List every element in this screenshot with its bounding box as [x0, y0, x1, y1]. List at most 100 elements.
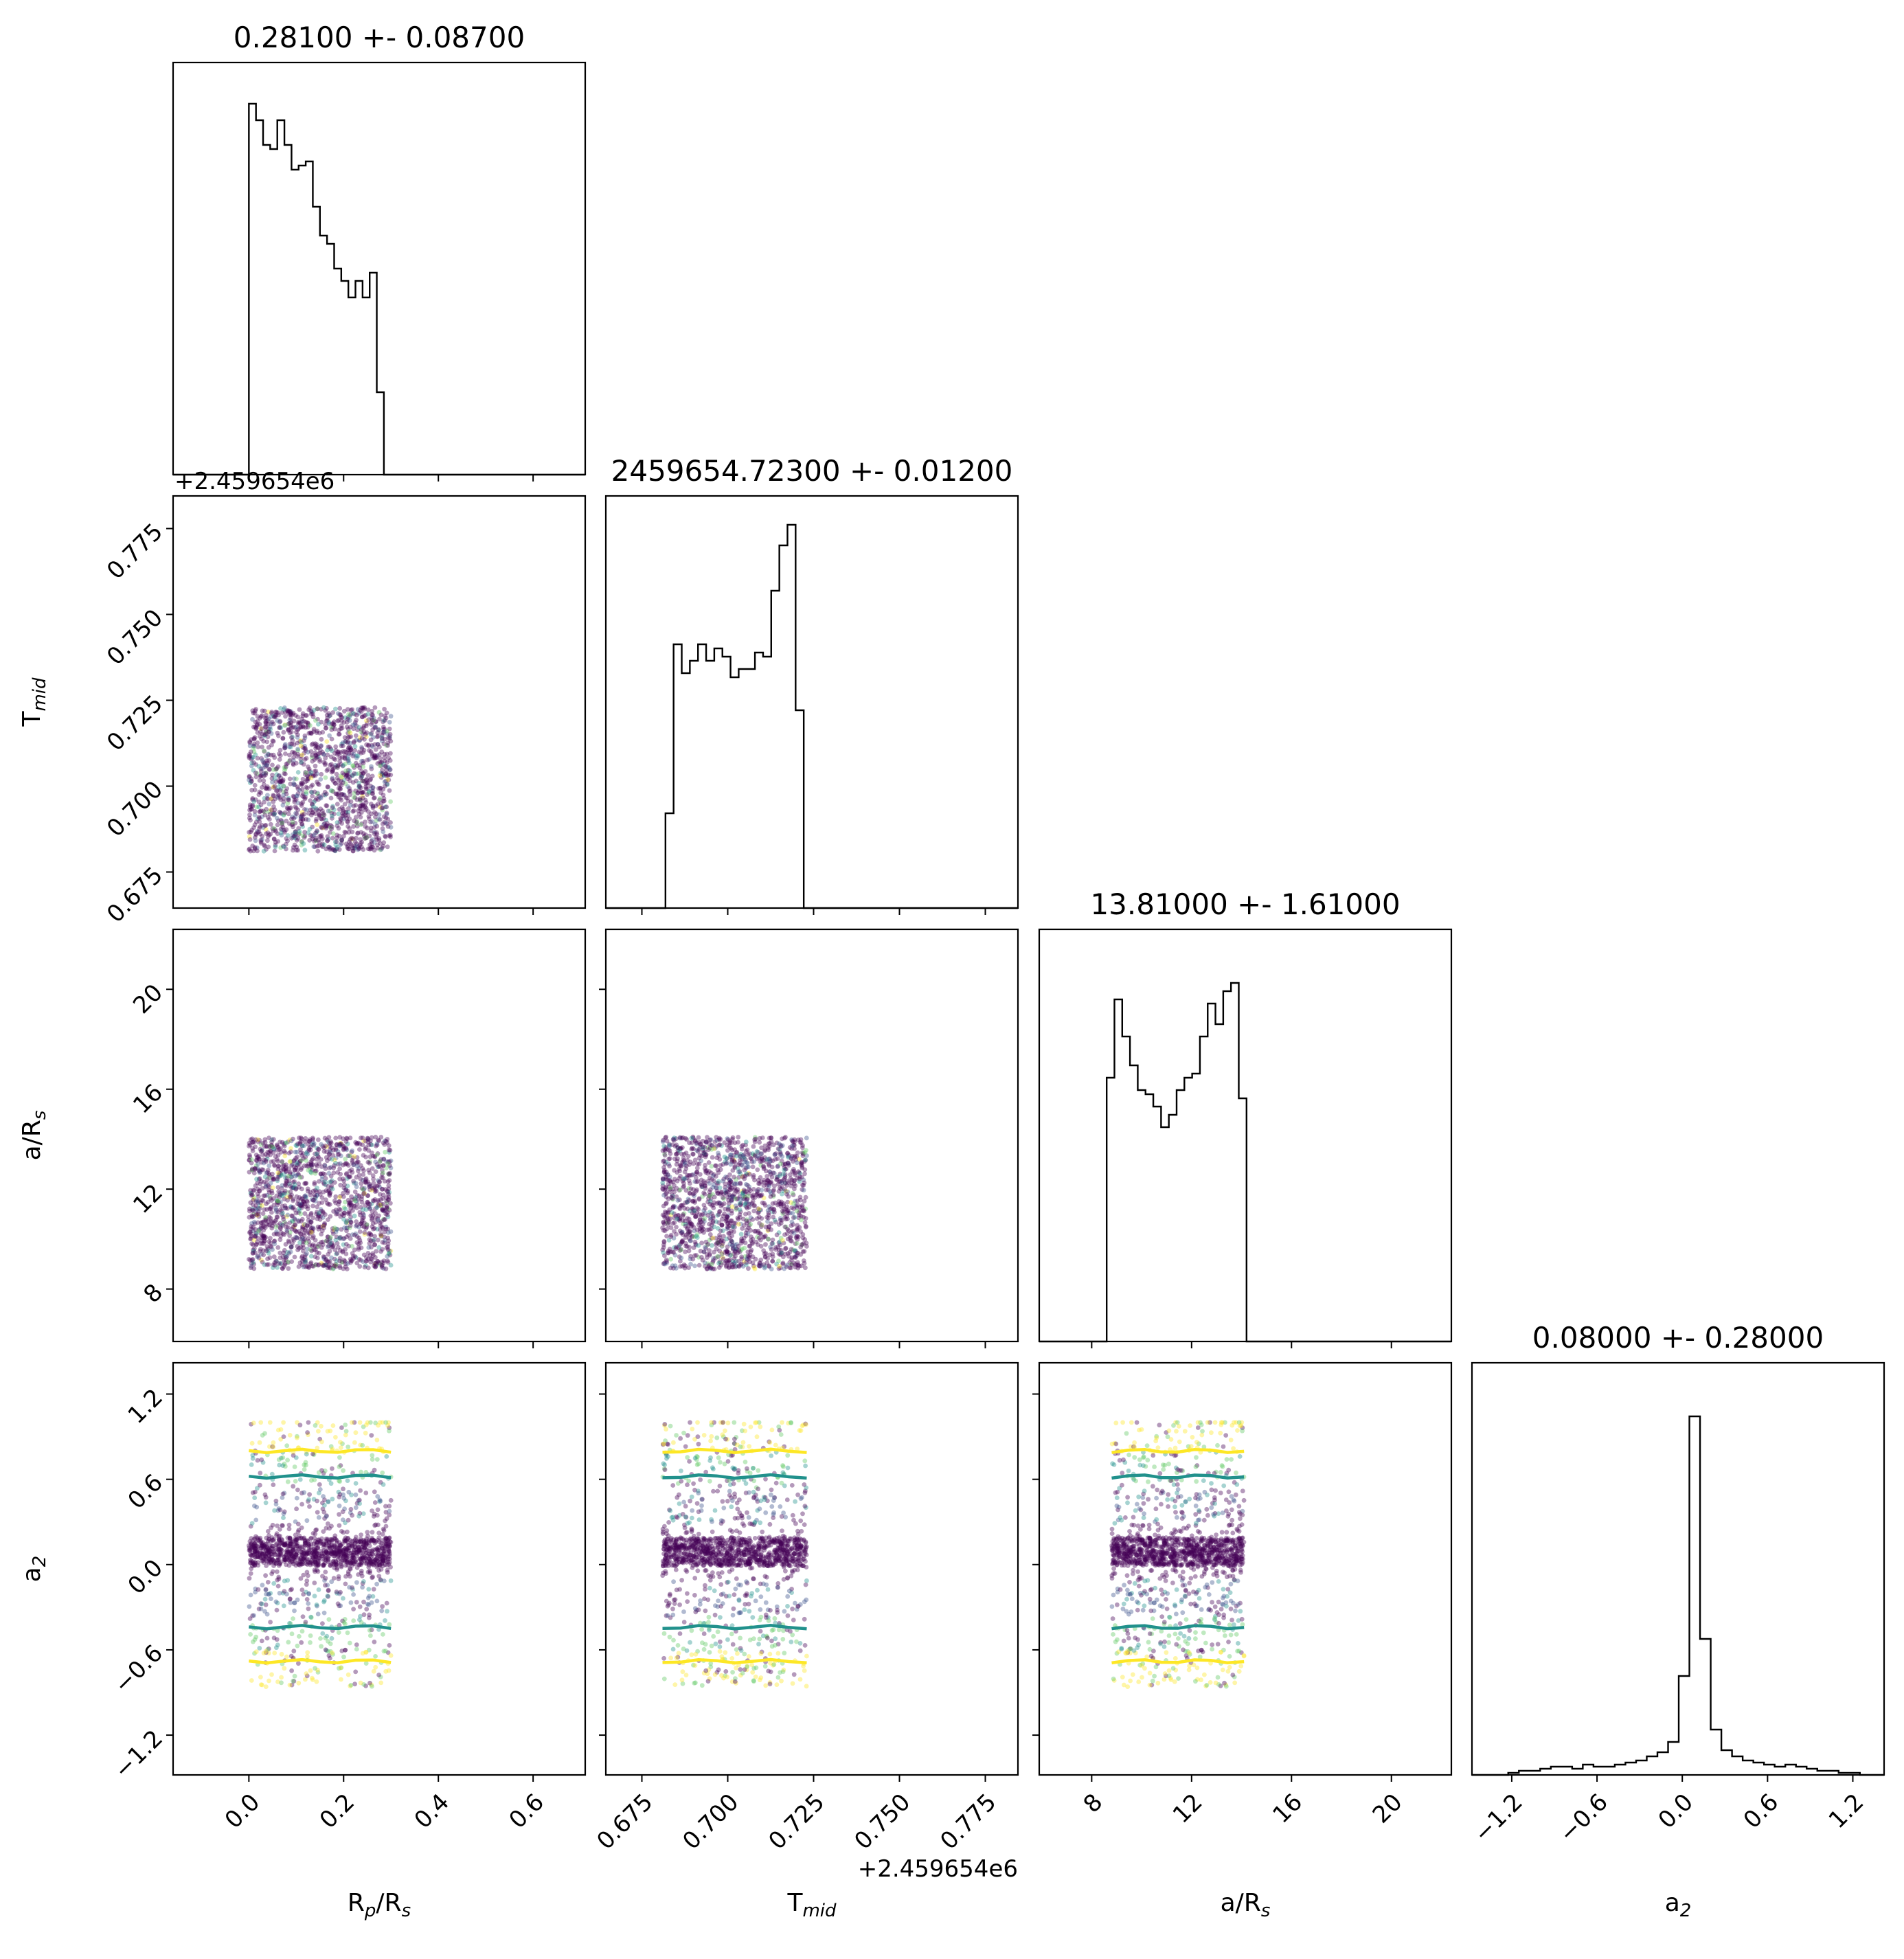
sample-point — [374, 1249, 378, 1254]
sample-point — [771, 1193, 776, 1198]
sample-point — [319, 1245, 324, 1250]
sample-point — [751, 1187, 756, 1192]
sample-point — [275, 1177, 280, 1181]
sample-point — [719, 1223, 724, 1227]
sample-point — [754, 1240, 759, 1245]
sample-point — [278, 788, 283, 793]
sample-point — [779, 1251, 784, 1256]
sample-point — [293, 804, 298, 809]
sample-point — [744, 1219, 749, 1223]
sample-point — [793, 1262, 798, 1267]
sample-point — [378, 773, 383, 778]
sample-point — [664, 1192, 668, 1197]
sample-point — [744, 1182, 749, 1187]
sample-point — [299, 802, 304, 806]
sample-point — [262, 849, 267, 854]
sample-point — [731, 1135, 736, 1140]
sample-point — [364, 1607, 369, 1611]
sample-point — [376, 730, 381, 735]
sample-point — [372, 1243, 377, 1247]
sample-point — [260, 1203, 264, 1208]
sample-point — [264, 1262, 269, 1267]
sample-point — [266, 830, 271, 835]
sample-point — [781, 1260, 786, 1265]
sample-point — [769, 1227, 773, 1232]
sample-point — [267, 817, 272, 822]
sample-point — [313, 1594, 317, 1598]
sample-point — [765, 1256, 770, 1261]
sample-point — [341, 1177, 345, 1181]
sample-point — [666, 1173, 670, 1177]
sample-point — [357, 1264, 362, 1269]
sample-point — [369, 731, 374, 736]
scatter-panel-rp-a2 — [166, 1363, 585, 1782]
sample-point — [293, 1156, 298, 1161]
sample-point — [730, 1194, 735, 1199]
sample-point — [802, 1208, 806, 1212]
sample-point — [381, 822, 385, 826]
sample-point — [802, 1171, 807, 1176]
sample-point — [760, 1156, 764, 1161]
sample-point — [262, 782, 267, 787]
sample-point — [271, 1151, 276, 1155]
sample-point — [342, 709, 347, 714]
sample-point — [310, 837, 315, 841]
sample-point — [703, 1206, 707, 1211]
sample-point — [341, 1486, 345, 1491]
sample-point — [714, 1155, 719, 1160]
sample-point — [310, 794, 315, 799]
sample-point — [384, 1267, 389, 1271]
sample-point — [329, 755, 334, 760]
sample-point — [672, 1229, 677, 1234]
sample-point — [339, 1142, 344, 1146]
sample-point — [369, 826, 374, 830]
sample-point — [290, 1214, 295, 1219]
sample-point — [352, 1233, 357, 1238]
sample-point — [255, 1254, 260, 1259]
sample-point — [274, 766, 279, 771]
sample-point — [381, 840, 386, 845]
sample-point — [263, 1175, 268, 1179]
sample-point — [747, 1187, 751, 1192]
sample-point — [357, 749, 362, 754]
sample-point — [348, 1211, 352, 1216]
sample-point — [386, 1184, 391, 1188]
sample-point — [721, 1195, 725, 1200]
sample-point — [249, 749, 253, 754]
sample-point — [352, 1154, 357, 1159]
sample-point — [771, 1238, 775, 1243]
sample-point — [795, 1175, 800, 1180]
sample-point — [267, 1188, 271, 1192]
sample-point — [354, 820, 359, 825]
sample-point — [371, 1198, 376, 1203]
sample-point — [316, 1146, 321, 1151]
sample-point — [259, 1221, 264, 1225]
sample-point — [387, 1251, 392, 1256]
sample-point — [302, 830, 307, 835]
sample-point — [730, 1204, 735, 1209]
sample-point — [767, 1213, 771, 1218]
sample-point — [295, 1644, 300, 1649]
sample-point — [308, 798, 313, 803]
sample-point — [360, 778, 365, 783]
sample-point — [321, 1264, 326, 1269]
sample-point — [363, 784, 368, 789]
sample-point — [692, 1245, 696, 1250]
sample-point — [663, 1135, 668, 1140]
sample-point — [729, 1240, 734, 1245]
sample-point — [330, 789, 335, 793]
sample-point — [705, 1171, 710, 1176]
sample-point — [354, 756, 359, 760]
sample-point — [707, 1160, 712, 1165]
sample-point — [795, 1251, 800, 1256]
sample-point — [695, 1179, 700, 1184]
sample-point — [291, 845, 296, 850]
sample-point — [348, 789, 353, 793]
sample-point — [385, 844, 390, 849]
sample-point — [259, 808, 264, 813]
sample-point — [293, 1150, 298, 1155]
panel-frame — [1039, 929, 1451, 1341]
sample-point — [669, 1225, 674, 1230]
sample-point — [348, 1135, 353, 1140]
sample-point — [728, 1253, 733, 1258]
